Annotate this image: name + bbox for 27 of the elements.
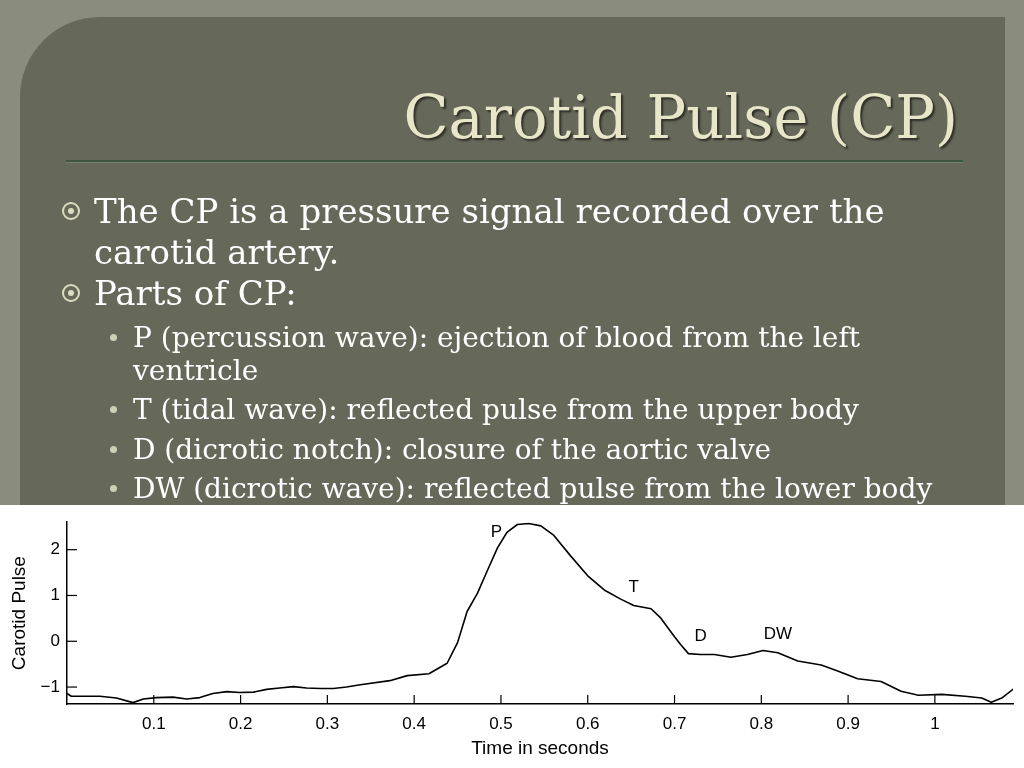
x-tick-label: 0.1 [141,713,166,733]
y-tick-label: 0 [50,630,60,650]
annotation: DW [763,623,792,643]
x-tick-label: 0.3 [315,713,340,733]
y-tick-label: 2 [50,539,60,559]
x-tick-label: 0.4 [402,713,426,733]
y-tick-label: 1 [50,585,60,605]
x-axis-title: Time in seconds [471,736,609,758]
x-tick-label: 0.2 [228,713,253,733]
x-tick-label: 0.8 [749,713,774,733]
y-tick-label: −1 [40,676,60,696]
chart-title: Carotid Pulse (CP) [403,83,958,153]
x-tick-label: 0.7 [662,713,687,733]
annotation: P [490,521,503,541]
x-tick-label: 0.9 [836,713,860,733]
text: DW (dicrotic wave): reflected pulse from the lower body [133,472,933,505]
text: D (dicrotic notch): closure of the aortic valve [133,432,772,466]
x-tick-label: 0.5 [489,713,513,733]
annotation: T [628,576,639,596]
text: The CP is a pressure signal recorded over the carotid artery. [94,191,885,272]
annotation: D [694,625,707,645]
text: P (percussion wave): ejection of blood from the left ventricle [133,320,861,387]
text: Parts of CP: [94,273,297,313]
x-tick-label: 0.6 [575,713,600,733]
x-tick-label: 1 [930,713,940,733]
y-axis-title: Carotid Pulse [7,556,29,671]
text: T (tidal wave): reflected pulse from the upper body [133,393,859,426]
